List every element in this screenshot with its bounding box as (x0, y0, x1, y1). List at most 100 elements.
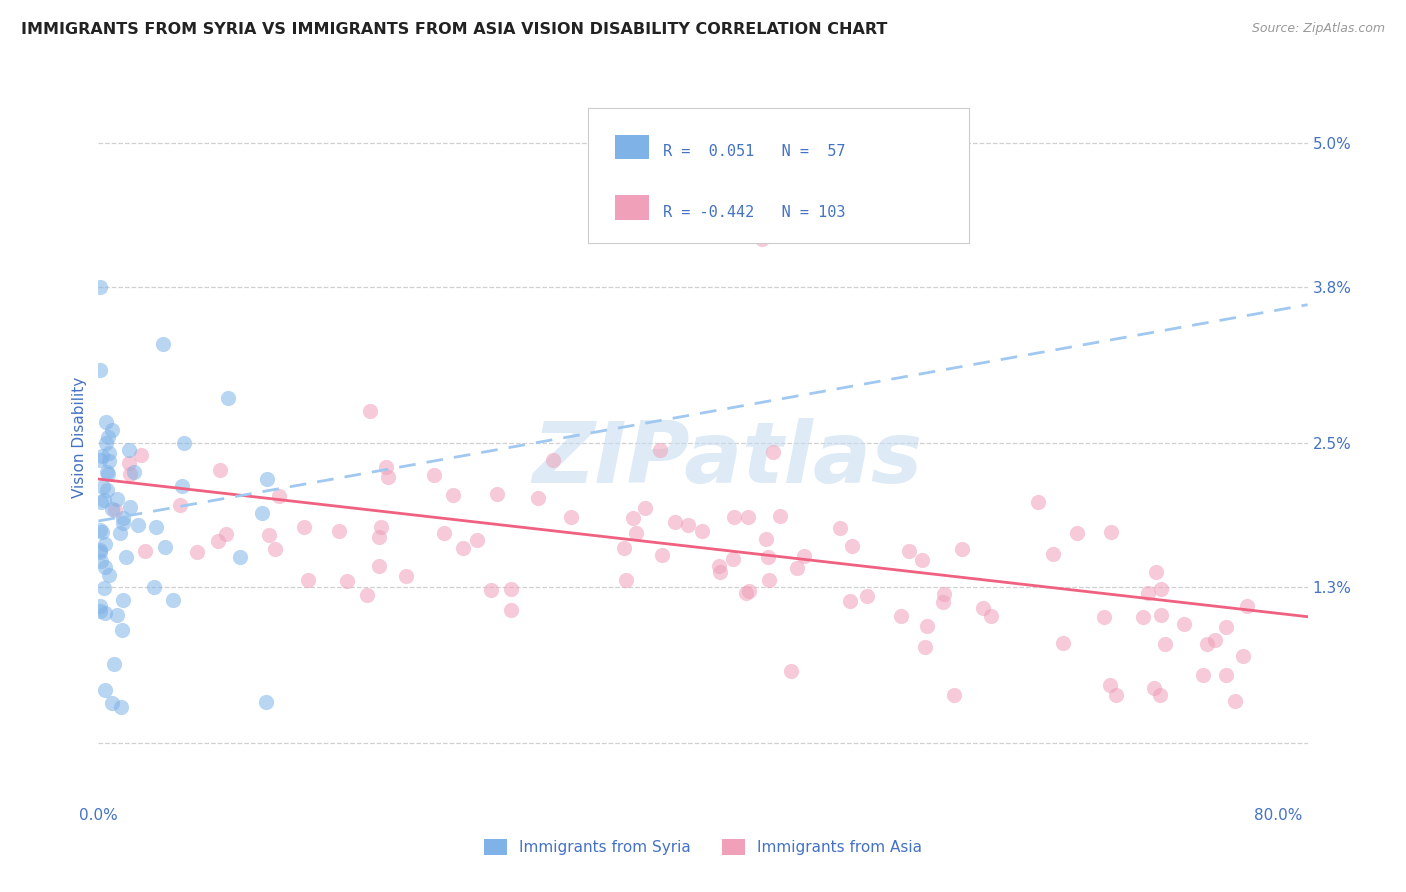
Point (1052, 636, 1074, 650)
Point (145, 520, 167, 534)
Point (931, 595, 953, 609)
Point (93, 493, 115, 508)
Point (155, 540, 177, 554)
Point (841, 539, 863, 553)
FancyBboxPatch shape (614, 135, 648, 159)
Point (972, 601, 994, 615)
Text: R =  0.051   N =  57: R = 0.051 N = 57 (664, 145, 845, 160)
Point (1136, 586, 1159, 600)
Point (96, 435, 118, 450)
Point (96, 465, 118, 479)
Point (207, 534, 229, 549)
Point (89, 523, 111, 537)
Point (170, 479, 193, 493)
Point (1105, 688, 1128, 702)
Point (756, 550, 779, 565)
Point (118, 456, 141, 470)
Point (1149, 688, 1171, 702)
Point (97, 467, 120, 482)
Point (613, 541, 636, 555)
Point (112, 593, 135, 607)
Point (830, 521, 852, 535)
Point (115, 550, 138, 565)
Point (173, 435, 195, 450)
Point (89, 599, 111, 613)
Point (914, 640, 936, 654)
Point (254, 695, 277, 709)
Point (367, 559, 389, 574)
Point (692, 524, 714, 538)
Point (1232, 649, 1254, 664)
Point (560, 510, 582, 524)
Point (890, 608, 912, 623)
Point (162, 593, 184, 607)
Point (359, 404, 381, 418)
Point (769, 508, 792, 523)
Point (915, 619, 938, 633)
Point (108, 526, 131, 541)
Point (786, 561, 808, 575)
Point (838, 594, 860, 608)
Point (152, 337, 174, 351)
Text: Source: ZipAtlas.com: Source: ZipAtlas.com (1251, 22, 1385, 36)
Point (356, 588, 378, 602)
Point (1236, 599, 1258, 613)
Point (215, 526, 238, 541)
Point (122, 465, 145, 479)
Point (621, 511, 644, 525)
Point (433, 526, 456, 541)
Point (97, 446, 120, 460)
Point (1197, 637, 1219, 651)
Point (89, 545, 111, 559)
Point (127, 517, 149, 532)
Point (103, 657, 125, 672)
Point (89, 604, 111, 618)
Point (755, 532, 778, 546)
Point (269, 489, 291, 503)
Point (479, 583, 502, 598)
Point (709, 565, 731, 579)
Point (104, 503, 127, 517)
Point (90, 554, 112, 568)
Point (90, 449, 112, 463)
Point (118, 467, 141, 481)
Point (1066, 525, 1088, 540)
Point (96, 483, 118, 498)
Point (89, 363, 111, 377)
Point (112, 516, 135, 531)
Point (91, 480, 114, 494)
Point (762, 445, 785, 459)
Point (1215, 668, 1237, 682)
Point (735, 586, 758, 600)
Point (129, 448, 152, 462)
Point (217, 391, 239, 405)
Point (97, 454, 120, 468)
Point (751, 232, 773, 246)
Point (97, 429, 120, 443)
Point (292, 520, 315, 534)
Point (1143, 681, 1166, 695)
Point (950, 541, 973, 556)
Y-axis label: Vision Disability: Vision Disability (72, 376, 87, 498)
Point (501, 582, 523, 596)
Point (186, 545, 208, 559)
Point (780, 664, 803, 678)
Point (707, 559, 730, 574)
Point (1204, 632, 1226, 647)
FancyBboxPatch shape (614, 195, 648, 219)
Point (1223, 693, 1246, 707)
Point (1173, 616, 1195, 631)
Point (101, 696, 124, 710)
Point (758, 573, 780, 587)
Point (664, 515, 686, 529)
Point (264, 542, 287, 557)
Point (626, 526, 648, 541)
Point (375, 460, 398, 475)
Point (1099, 524, 1122, 539)
Point (1092, 610, 1115, 624)
Point (1026, 495, 1049, 509)
Point (633, 500, 655, 515)
Point (89, 543, 111, 558)
Point (105, 492, 128, 507)
Point (111, 510, 134, 524)
